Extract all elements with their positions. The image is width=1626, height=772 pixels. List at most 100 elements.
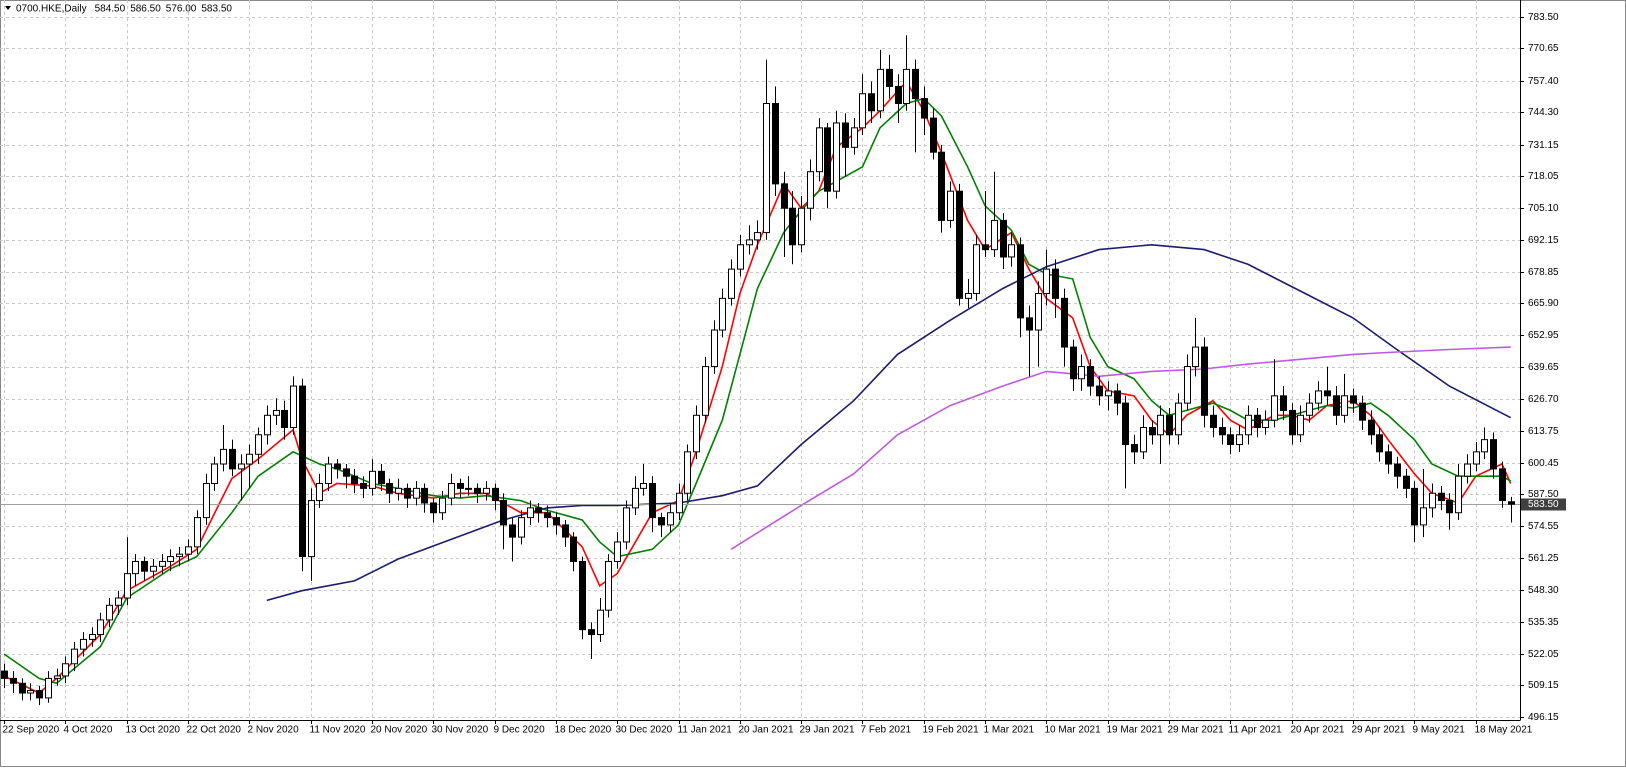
candle-body	[264, 414, 271, 436]
axes: 783.50 770.65 757.40 744.30 731.15 718.05 705.…	[3, 12, 1566, 736]
candle-body	[369, 470, 376, 489]
candle-body	[1411, 487, 1418, 526]
candle-body	[141, 560, 148, 572]
candle-body	[378, 470, 385, 485]
candle-body	[1359, 402, 1366, 421]
candle-body	[1035, 292, 1042, 331]
candle-body	[1026, 317, 1033, 331]
candle-body	[632, 487, 639, 509]
candle-body	[1473, 451, 1480, 465]
candle-body	[658, 517, 665, 526]
candle-body	[1149, 426, 1156, 436]
candle-body	[1254, 414, 1261, 428]
candle-body	[1271, 395, 1278, 421]
candle-body	[36, 690, 43, 699]
candle-body	[238, 463, 245, 470]
candle-body	[1114, 390, 1121, 404]
candle-body	[1368, 419, 1375, 436]
candle-body	[1429, 492, 1436, 509]
candle-body	[676, 492, 683, 514]
candle-body	[649, 483, 656, 519]
last-price-label: 583.50	[1528, 499, 1559, 510]
candle-body	[938, 151, 945, 221]
candle-body	[991, 219, 998, 251]
header-value: 586.50	[130, 4, 161, 15]
candle-body	[492, 487, 499, 502]
candle-body	[465, 487, 472, 490]
candle-body	[886, 68, 893, 87]
candle-body	[798, 207, 805, 246]
candle-body	[737, 244, 744, 270]
candle-body	[351, 475, 358, 485]
candle-body	[1131, 444, 1138, 453]
x-tick-label: 29 Apr 2021	[1352, 725, 1406, 736]
x-tick-label: 20 Apr 2021	[1291, 725, 1345, 736]
candle-body	[150, 565, 157, 572]
candle-body	[316, 483, 323, 502]
candle-body	[448, 483, 455, 499]
candle-body	[509, 524, 516, 538]
x-tick-label: 18 May 2021	[1475, 725, 1533, 736]
x-tick-label: 9 May 2021	[1413, 725, 1466, 736]
candle-body	[816, 127, 823, 173]
y-tick-label: 757.40	[1528, 76, 1559, 87]
candle-body	[1394, 463, 1401, 477]
y-tick-label: 731.15	[1528, 140, 1559, 151]
candle-body	[859, 93, 866, 129]
candle-body	[167, 556, 174, 562]
candle-body	[1166, 414, 1173, 436]
candle-body	[1008, 244, 1015, 258]
y-tick-label: 718.05	[1528, 171, 1559, 182]
candle-body	[772, 102, 779, 185]
ma-line	[266, 243, 1512, 602]
candle-body	[640, 483, 647, 489]
candle-body	[693, 414, 700, 453]
candle-body	[281, 409, 288, 428]
candle-body	[588, 629, 595, 636]
candle-body	[1061, 297, 1068, 348]
candle-body	[1043, 268, 1050, 294]
menu-triangle[interactable]	[5, 6, 11, 10]
candle-body	[1438, 492, 1445, 502]
candle-body	[702, 366, 709, 416]
candle-body	[868, 93, 875, 112]
candle-body	[334, 463, 341, 470]
candle-body	[1289, 409, 1296, 436]
candle-body	[956, 190, 963, 299]
candle-body	[10, 677, 17, 684]
candle-body	[19, 682, 26, 694]
candle-body	[132, 560, 139, 575]
candle-body	[1481, 439, 1488, 453]
header-value: 583.50	[201, 4, 232, 15]
x-tick-label: 2 Nov 2020	[248, 725, 300, 736]
candle-body	[483, 487, 490, 494]
candle-body	[982, 244, 989, 251]
candle-body	[203, 483, 210, 519]
candle-body	[807, 171, 814, 209]
candle-body	[299, 385, 306, 558]
candle-body	[903, 68, 910, 104]
y-tick-label: 600.45	[1528, 458, 1559, 469]
candle-body	[1096, 385, 1103, 397]
candle-body	[1403, 475, 1410, 489]
candle-body	[877, 68, 884, 112]
y-tick-label: 665.90	[1528, 298, 1559, 309]
candle-body	[947, 190, 954, 221]
candle-body	[27, 690, 34, 694]
candle-body	[474, 487, 481, 494]
y-tick-label: 652.95	[1528, 330, 1559, 341]
candle-body	[1201, 346, 1208, 416]
candle-body	[1087, 366, 1094, 387]
candle-body	[1140, 426, 1147, 453]
candle-body	[1105, 390, 1112, 397]
candle-body	[973, 244, 980, 294]
candle-body	[711, 329, 718, 368]
candle-body	[62, 663, 69, 677]
candle-body	[229, 448, 236, 470]
candle-body	[1052, 268, 1059, 299]
y-tick-label: 509.15	[1528, 680, 1559, 691]
candle-body	[1122, 402, 1129, 446]
candle-body	[1455, 475, 1462, 514]
candle-body	[719, 297, 726, 331]
